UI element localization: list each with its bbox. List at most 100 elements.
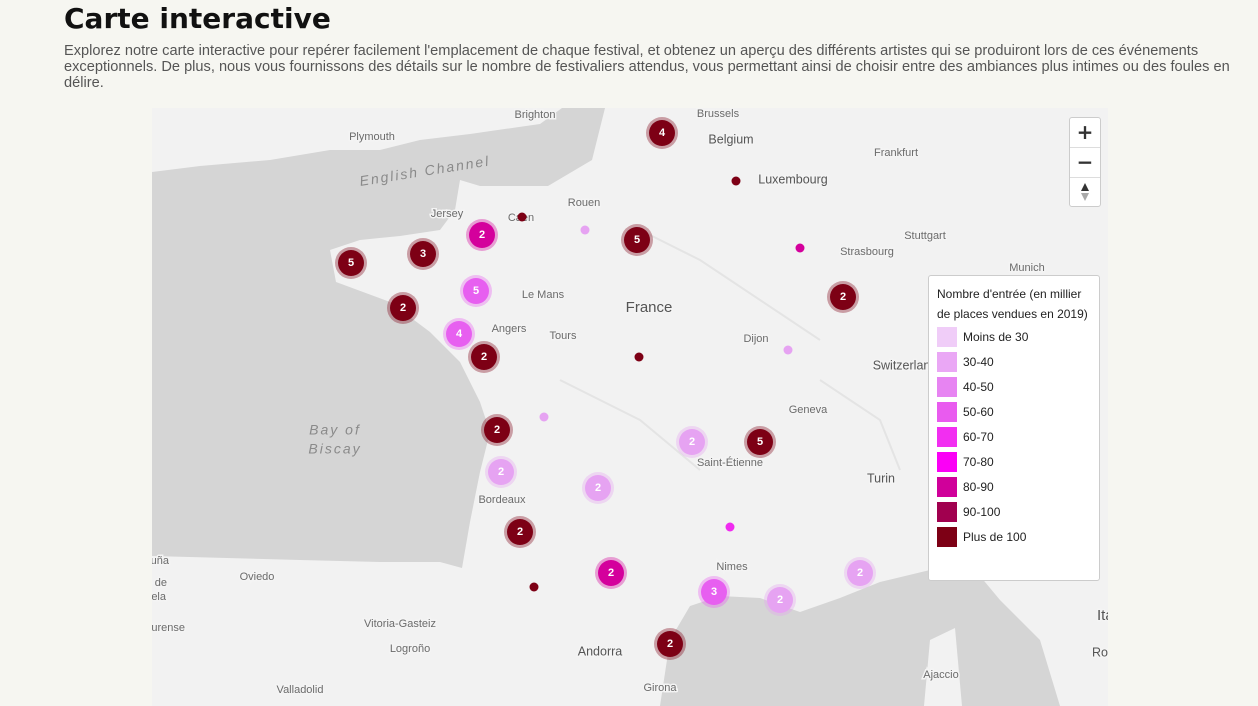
festival-dot[interactable] (580, 225, 590, 235)
legend-swatch (937, 326, 957, 347)
legend-label: 70-80 (963, 454, 994, 469)
cluster-dot (657, 631, 683, 657)
place-label: Angers (492, 323, 527, 335)
place-label: Andorra (578, 644, 623, 658)
road (559, 229, 901, 471)
place-label: Santiago de (108, 577, 167, 589)
festival-cluster[interactable]: 2 (844, 557, 876, 589)
festival-cluster[interactable]: 2 (654, 628, 686, 660)
legend-label: 80-90 (963, 479, 994, 494)
place-label: Le Mans (522, 289, 565, 301)
place-label: Vitoria-Gasteiz (364, 618, 436, 630)
legend-item: 70-80 (937, 449, 1091, 474)
festival-cluster[interactable]: 2 (595, 557, 627, 589)
festival-cluster[interactable]: 5 (335, 247, 367, 279)
place-label: Oviedo (240, 571, 275, 583)
place-label: Turin (867, 471, 895, 485)
place-label: Bay of (309, 422, 361, 438)
legend-item: Moins de 30 (937, 324, 1091, 349)
page-description: Explorez notre carte interactive pour re… (64, 43, 1230, 91)
place-label: Munich (1009, 262, 1044, 274)
place-label: Dijon (743, 333, 768, 345)
legend-swatch (937, 401, 957, 422)
place-label: Strasbourg (840, 246, 894, 258)
legend-item: 50-60 (937, 399, 1091, 424)
festival-cluster[interactable]: 2 (387, 292, 419, 324)
legend-item: 80-90 (937, 474, 1091, 499)
legend-item: 40-50 (937, 374, 1091, 399)
festival-cluster[interactable]: 2 (481, 414, 513, 446)
atlantic-sea (152, 108, 605, 568)
zoom-in-button[interactable]: + (1070, 118, 1100, 148)
place-label: Biscay (308, 441, 361, 457)
cluster-dot (463, 278, 489, 304)
festival-cluster[interactable]: 2 (466, 219, 498, 251)
festival-cluster[interactable]: 2 (764, 584, 796, 616)
festival-cluster[interactable]: 2 (504, 516, 536, 548)
place-label: Plymouth (349, 131, 395, 143)
cluster-dot (390, 295, 416, 321)
legend-swatch (937, 476, 957, 497)
zoom-out-button[interactable]: − (1070, 148, 1100, 178)
festival-cluster[interactable]: 2 (676, 426, 708, 458)
festival-cluster[interactable]: 2 (582, 472, 614, 504)
cluster-count: 5 (348, 257, 354, 269)
festival-cluster[interactable]: 2 (485, 456, 517, 488)
festival-dot[interactable] (517, 212, 527, 222)
markers: 4 2 5 3 5 5 2 2 4 2 2 2 5 2 2 2 2 2 3 2 2 (335, 117, 876, 660)
mediterranean-sea (660, 570, 1060, 706)
place-label: A Coruña (123, 555, 170, 567)
festival-cluster[interactable]: 5 (460, 275, 492, 307)
festival-dot[interactable] (634, 352, 644, 362)
festival-cluster[interactable]: 3 (698, 576, 730, 608)
festival-dot[interactable] (539, 412, 549, 422)
cluster-count: 5 (473, 285, 479, 297)
cluster-dot (488, 459, 514, 485)
place-label: France (626, 299, 673, 316)
legend-swatch (937, 501, 957, 522)
festival-cluster[interactable]: 2 (827, 281, 859, 313)
festival-cluster[interactable]: 4 (443, 318, 475, 350)
legend-swatch (937, 426, 957, 447)
legend-label: 40-50 (963, 379, 994, 394)
compass-north (1081, 183, 1089, 191)
place-label: Switzerland (873, 358, 938, 372)
festival-dot[interactable] (783, 345, 793, 355)
place-label: Compostela (107, 591, 167, 603)
cluster-dot (410, 241, 436, 267)
cluster-dot (679, 429, 705, 455)
place-label: Saint-Étienne (697, 456, 763, 469)
festival-cluster[interactable]: 5 (621, 224, 653, 256)
legend: Nombre d'entrée (en millier de places ve… (928, 275, 1100, 581)
cluster-count: 5 (757, 436, 763, 448)
legend-label: Moins de 30 (963, 329, 1029, 344)
place-label: Frankfurt (874, 147, 918, 159)
place-label: Belgium (708, 132, 753, 146)
cluster-count: 2 (494, 424, 500, 436)
cluster-dot (446, 321, 472, 347)
festival-cluster[interactable]: 2 (468, 341, 500, 373)
festival-dot[interactable] (731, 176, 741, 186)
cluster-count: 2 (517, 526, 523, 538)
place-label: Rouen (568, 197, 600, 209)
place-label: Brussels (697, 108, 740, 120)
festival-dot[interactable] (529, 582, 539, 592)
legend-label: Plus de 100 (963, 529, 1027, 544)
festival-cluster[interactable]: 4 (646, 117, 678, 149)
festival-cluster[interactable]: 5 (744, 426, 776, 458)
legend-label: 60-70 (963, 429, 994, 444)
legend-label: 90-100 (963, 504, 1001, 519)
corsica (924, 628, 962, 706)
cluster-dot (484, 417, 510, 443)
festival-dot[interactable] (725, 522, 735, 532)
cluster-count: 2 (689, 436, 695, 448)
compass-button[interactable] (1070, 178, 1100, 206)
cluster-count: 3 (420, 248, 426, 260)
festival-cluster[interactable]: 3 (407, 238, 439, 270)
cluster-dot (701, 579, 727, 605)
festival-dot[interactable] (795, 243, 805, 253)
cluster-dot (338, 250, 364, 276)
